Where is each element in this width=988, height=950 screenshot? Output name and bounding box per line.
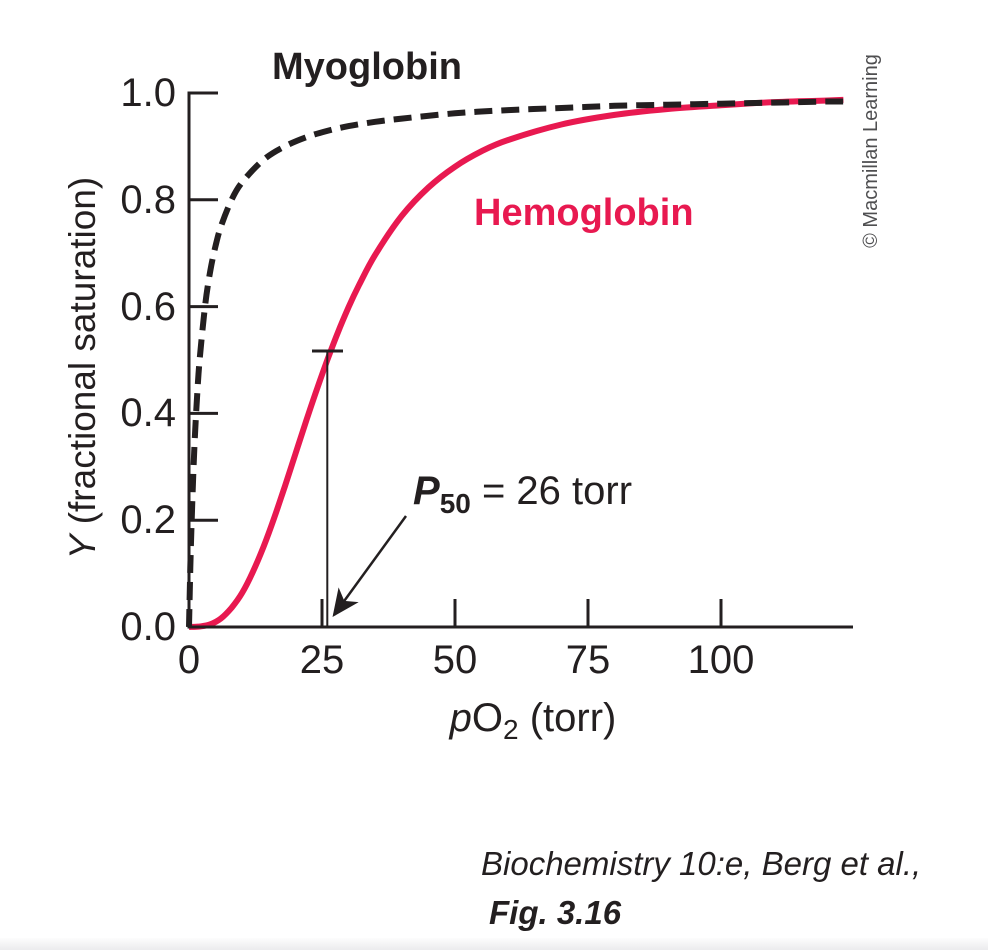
p50-arrow <box>332 515 408 618</box>
y-tick-label-0.4: 0.4 <box>120 391 176 435</box>
y-tick-label-0.0: 0.0 <box>120 605 176 649</box>
p50-symbol: P <box>413 469 440 513</box>
myoglobin-curve <box>186 98 844 628</box>
x-axis-title: pO2 (torr) <box>413 695 653 753</box>
hemoglobin-curve <box>188 96 844 630</box>
y-axis-title-text: (fractional saturation) <box>62 176 103 535</box>
p50-value: = 26 torr <box>470 469 633 513</box>
x-axis-title-main: O <box>471 696 504 740</box>
hemoglobin-curve-label: Hemoglobin <box>474 192 694 234</box>
p50-annotation: P50 = 26 torr <box>413 468 632 527</box>
y-tick-label-0.8: 0.8 <box>120 178 176 222</box>
curves-group <box>186 96 844 630</box>
plot-svg <box>186 91 853 630</box>
citation-line1: Biochemistry 10:e, Berg et al., <box>481 845 922 882</box>
x-tick-label-50: 50 <box>432 638 478 682</box>
x-axis-title-subscript: 2 <box>503 714 519 745</box>
bottom-edge-shade <box>0 938 988 950</box>
y-tick-label-0.2: 0.2 <box>120 498 176 542</box>
p50-subscript: 50 <box>439 488 471 519</box>
y-axis-title: Y (fractional saturation) <box>58 88 108 648</box>
x-tick-label-100: 100 <box>687 638 755 682</box>
x-tick-label-75: 75 <box>565 638 611 682</box>
citation-line2: Fig. 3.16 <box>489 894 622 931</box>
myoglobin-curve-label: Myoglobin <box>272 46 462 88</box>
x-tick-label-0: 0 <box>177 638 201 682</box>
x-axis-title-symbol: p <box>449 696 472 740</box>
x-tick-label-25: 25 <box>299 638 345 682</box>
y-tick-label-1.0: 1.0 <box>120 71 176 115</box>
x-axis-title-unit: (torr) <box>518 696 617 740</box>
y-axis-title-symbol: Y <box>62 534 103 560</box>
y-tick-label-0.6: 0.6 <box>120 285 176 329</box>
macmillan-credit: © Macmillan Learning <box>860 54 882 248</box>
